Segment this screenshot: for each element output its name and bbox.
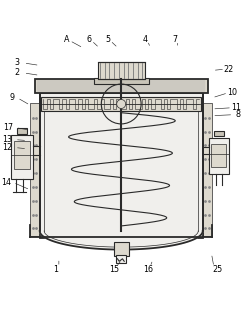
Text: 14: 14 [1,178,11,187]
Text: 5: 5 [106,35,111,44]
Bar [116,255,126,263]
Bar [212,144,226,168]
Bar [41,96,202,112]
Text: 13: 13 [2,135,12,144]
Bar [214,131,224,136]
Bar [203,103,212,236]
Text: 25: 25 [212,266,223,274]
Bar [94,78,148,83]
Text: 1: 1 [54,266,59,274]
Text: 11: 11 [231,103,241,112]
Bar [17,129,27,134]
Text: 8: 8 [235,110,240,119]
Text: 2: 2 [15,68,20,77]
Text: 7: 7 [173,35,178,44]
Polygon shape [40,231,203,249]
Bar [209,138,229,174]
Text: A: A [64,35,70,44]
Bar [114,242,129,256]
Bar [14,141,30,169]
Text: 4: 4 [143,35,148,44]
Text: 10: 10 [228,88,237,97]
Text: 3: 3 [15,58,20,67]
Circle shape [117,100,126,108]
Text: 22: 22 [224,65,234,74]
Text: 12: 12 [2,143,12,152]
Text: 6: 6 [87,35,92,44]
Text: 15: 15 [109,266,120,274]
Bar [11,135,34,179]
Bar [30,103,40,236]
Bar [35,79,208,93]
Text: 16: 16 [143,266,153,274]
Text: 9: 9 [9,93,14,102]
Text: 17: 17 [4,123,14,132]
Bar [40,93,203,238]
Bar [98,62,145,79]
